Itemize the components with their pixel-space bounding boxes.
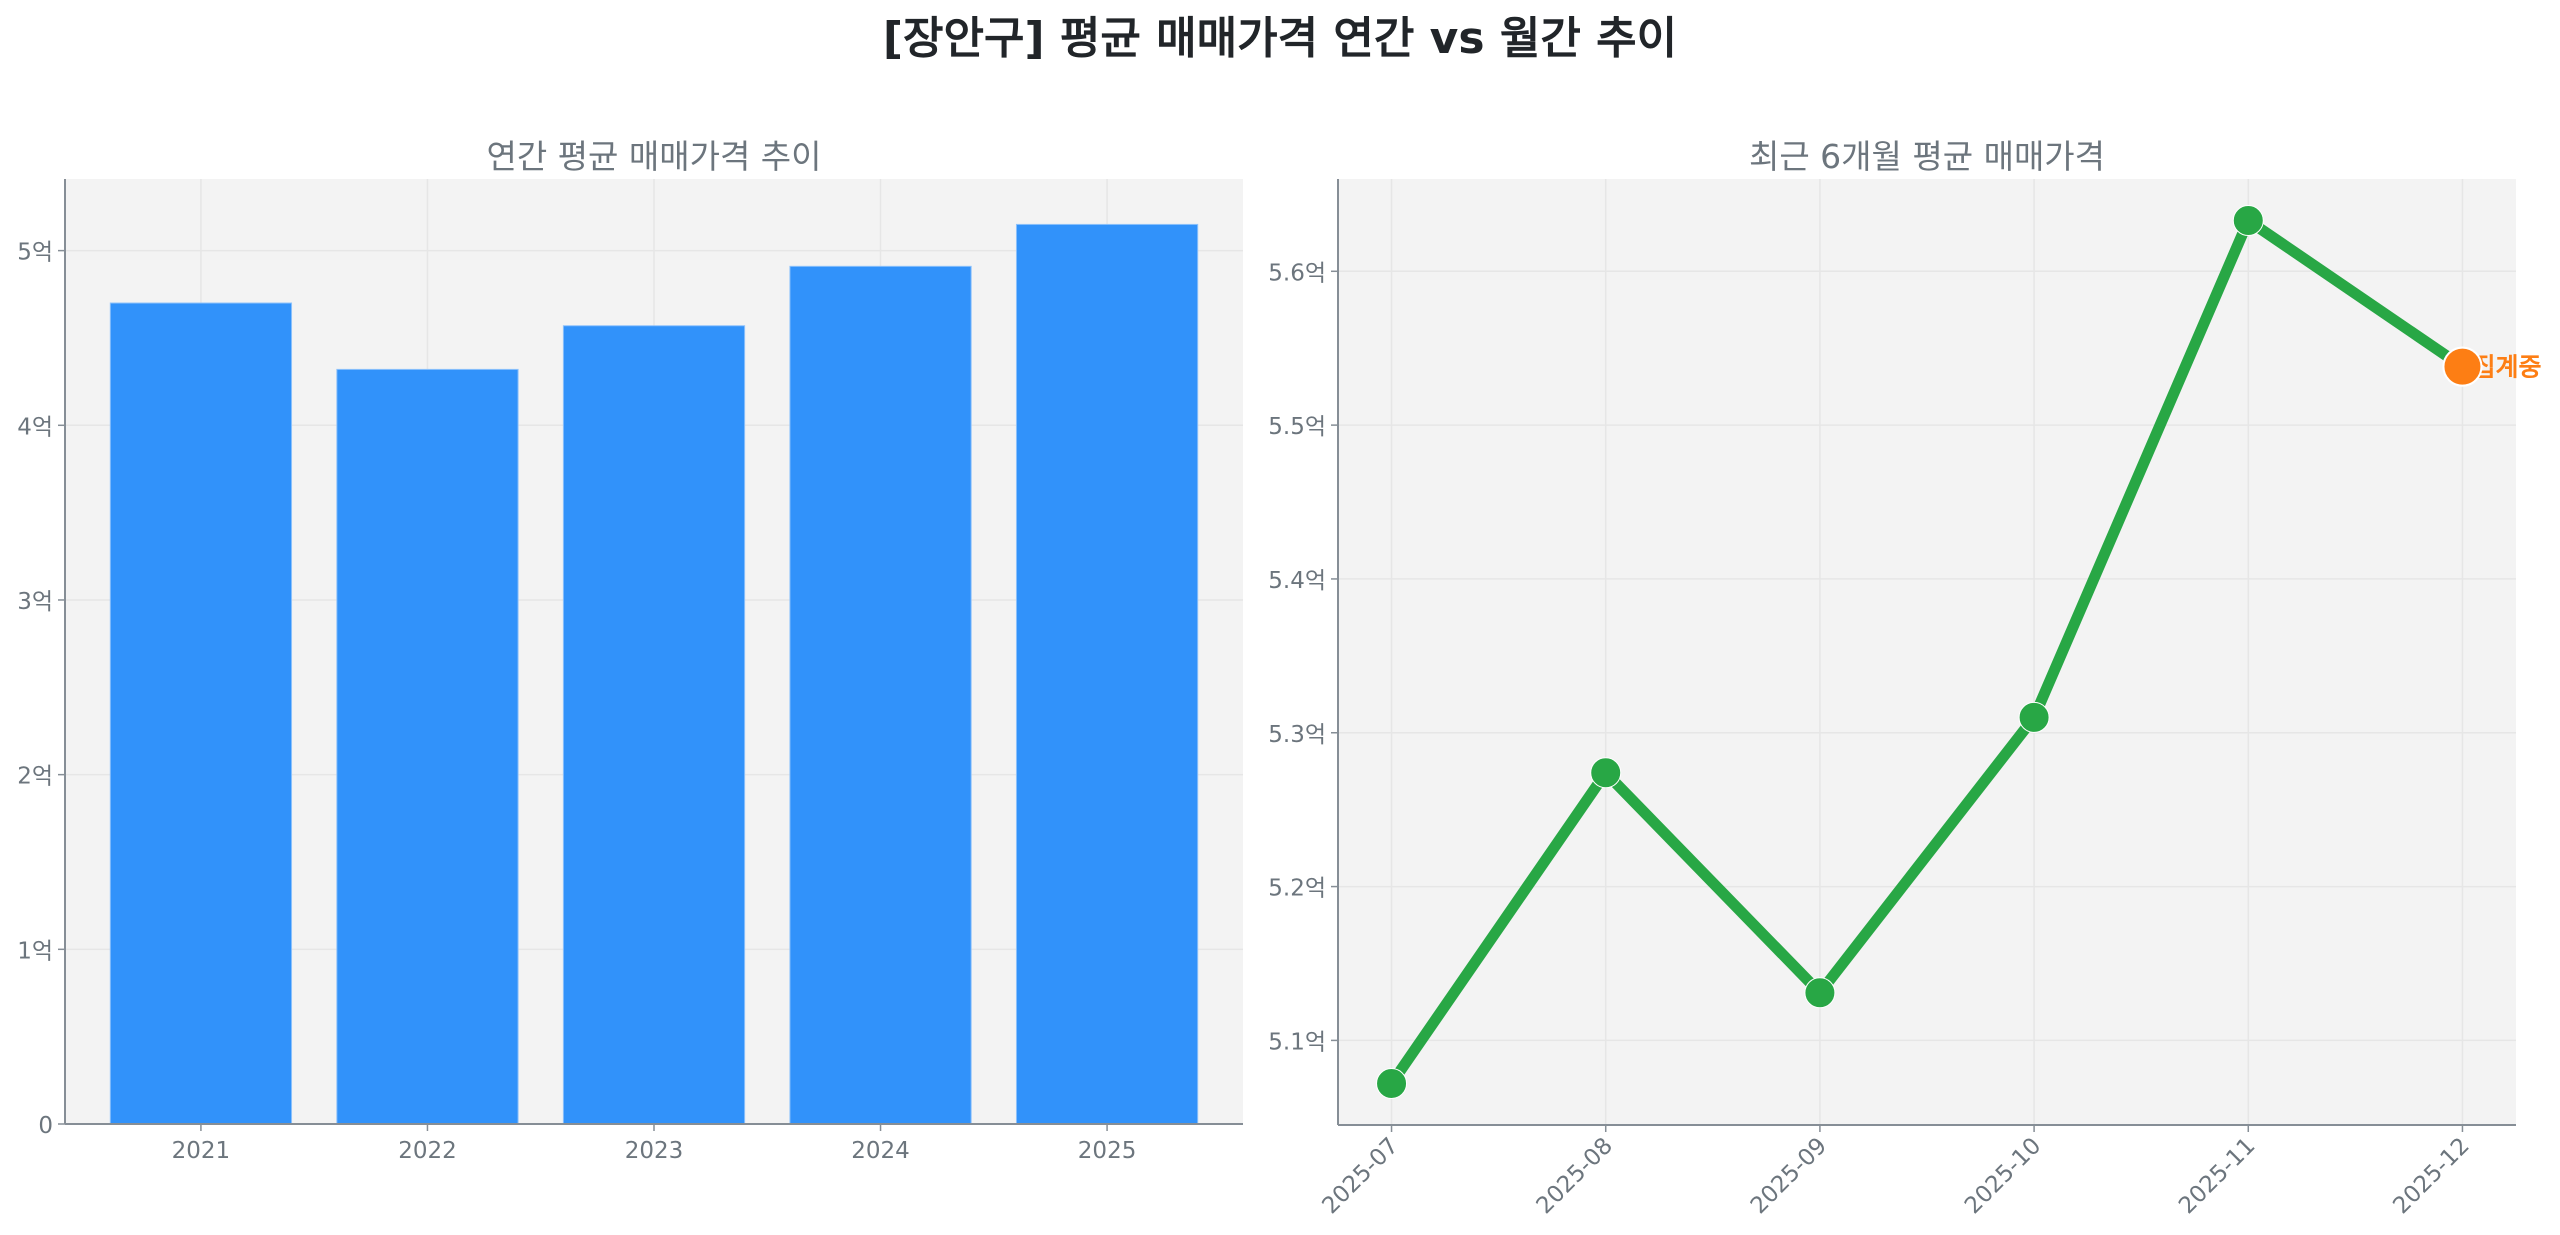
right-chart-title: 최근 6개월 평균 매매가격	[1748, 137, 2106, 176]
bar-2022	[336, 368, 519, 1125]
data-marker	[1376, 1067, 1408, 1099]
y-tick-label: 5.4억	[1268, 568, 1326, 594]
y-tick-label: 1억	[17, 938, 53, 964]
bar-2024	[789, 265, 972, 1125]
x-tick-label: 2025-11	[2174, 1133, 2260, 1219]
x-tick-label: 2025-08	[1532, 1133, 1618, 1219]
x-tick-label: 2024	[851, 1138, 910, 1164]
y-tick-label: 5.5억	[1268, 414, 1326, 440]
bar-2023	[562, 325, 746, 1125]
y-tick-label: 5.1억	[1268, 1029, 1326, 1055]
x-tick-label: 2025-09	[1746, 1133, 1832, 1219]
y-tick-label: 5.2억	[1268, 876, 1326, 902]
monthly-line-chart: 집계중 5.1억 5.2억 5.3억 5.4억 5.5억 5.6억 2025-07 2025-0…	[1268, 179, 2541, 1219]
figure-title: [장안구] 평균 매매가격 연간 vs 월간 추이	[882, 13, 1678, 64]
bar-2025	[1015, 223, 1199, 1125]
data-marker	[1590, 757, 1622, 789]
price-line	[1387, 212, 2466, 1087]
y-tick-label: 5.6억	[1268, 260, 1326, 286]
bar-2021	[109, 302, 293, 1125]
annual-bar-chart: 0 1억 2억 3억 4억 5억 2021 2022 2023 2024 2025	[17, 179, 1243, 1164]
y-tick-label: 5.3억	[1268, 722, 1326, 748]
y-tick-label: 2억	[17, 764, 53, 790]
data-marker	[2232, 205, 2264, 237]
x-tick-label: 2025-10	[1960, 1133, 2046, 1219]
x-tick-label: 2021	[172, 1138, 231, 1164]
y-tick-label: 0	[38, 1113, 53, 1139]
x-tick-label: 2025	[1078, 1138, 1137, 1164]
data-marker	[1804, 977, 1836, 1009]
y-tick-label: 4억	[17, 414, 53, 440]
y-tick-label: 3억	[17, 589, 53, 615]
x-tick-label: 2023	[625, 1138, 684, 1164]
x-tick-label: 2025-12	[2388, 1133, 2474, 1219]
in-progress-marker-top	[2442, 346, 2483, 387]
data-marker	[2018, 701, 2050, 733]
in-progress-label: 집계중	[2472, 353, 2541, 382]
x-tick-label: 2022	[398, 1138, 457, 1164]
x-tick-label: 2025-07	[1317, 1133, 1403, 1219]
left-chart-title: 연간 평균 매매가격 추이	[486, 137, 822, 176]
y-tick-label: 5억	[17, 240, 53, 266]
plot-area	[1338, 179, 2516, 1125]
